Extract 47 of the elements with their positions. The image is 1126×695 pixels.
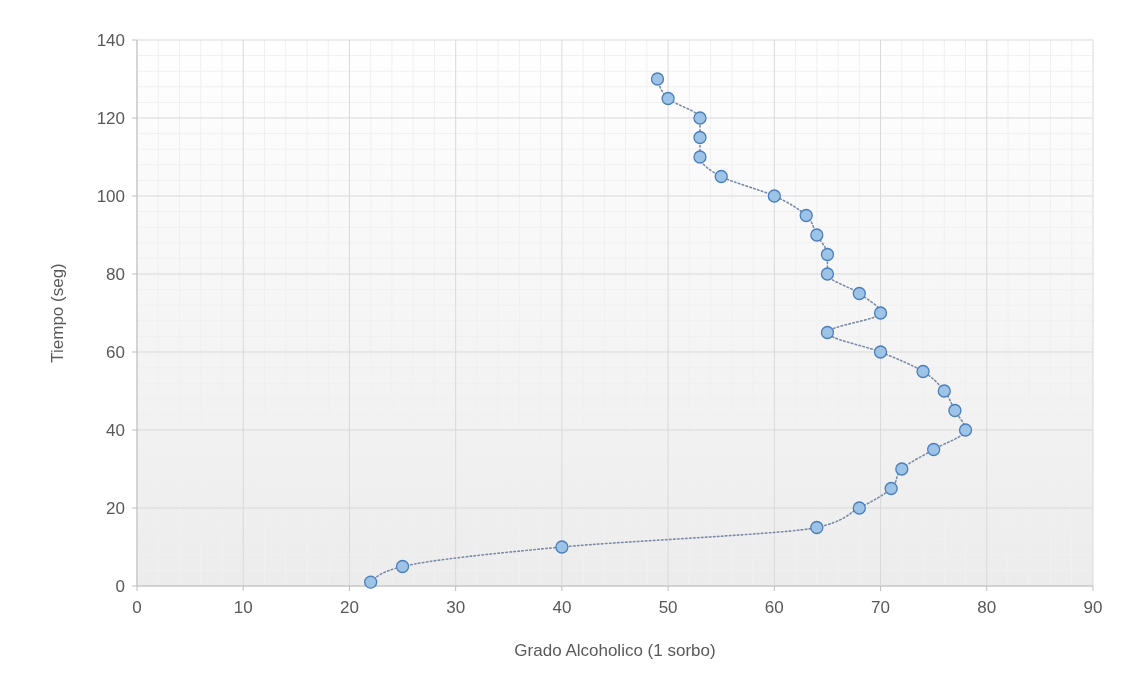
y-tick-label: 0 xyxy=(115,576,125,596)
point xyxy=(395,559,410,574)
x-tick-label: 30 xyxy=(446,598,466,617)
x-tick-label: 10 xyxy=(233,598,253,617)
y-tick-label: 60 xyxy=(106,342,125,362)
x-tick-label: 50 xyxy=(658,598,678,617)
x-axis-title: Grado Alcoholico (1 sorbo) xyxy=(514,641,716,660)
y-tick-label: 20 xyxy=(106,498,125,518)
point xyxy=(693,130,707,145)
point xyxy=(852,286,866,301)
y-axis-title: Tiempo (seg) xyxy=(48,263,67,363)
point xyxy=(661,91,675,106)
point xyxy=(873,306,888,320)
point xyxy=(948,403,962,418)
point xyxy=(873,345,888,359)
y-tick-label: 140 xyxy=(96,30,125,50)
x-tick-label: 40 xyxy=(552,598,572,617)
point xyxy=(937,384,951,398)
point xyxy=(364,575,378,589)
point xyxy=(693,111,707,125)
x-tick-label: 90 xyxy=(1083,598,1103,617)
point xyxy=(958,423,973,437)
point xyxy=(852,501,866,515)
point xyxy=(714,169,728,184)
point xyxy=(820,247,835,262)
point xyxy=(820,267,835,281)
point xyxy=(799,208,813,223)
x-tick-label: 70 xyxy=(871,598,891,617)
point xyxy=(884,481,898,496)
x-tick-label: 20 xyxy=(339,598,359,617)
point xyxy=(650,72,665,86)
x-tick-label: 0 xyxy=(132,598,142,617)
point xyxy=(767,189,781,203)
point xyxy=(820,325,835,340)
y-tick-label: 120 xyxy=(96,108,125,128)
y-tick-label: 100 xyxy=(96,186,125,206)
point xyxy=(895,462,909,476)
x-tick-label: 80 xyxy=(977,598,997,617)
point xyxy=(810,228,824,242)
x-tick-label: 60 xyxy=(764,598,784,617)
y-tick-label: 40 xyxy=(106,420,125,440)
point xyxy=(916,364,930,379)
y-tick-label: 80 xyxy=(106,264,125,284)
point xyxy=(810,520,824,535)
point xyxy=(927,442,941,457)
point xyxy=(555,540,569,554)
point xyxy=(693,150,707,164)
